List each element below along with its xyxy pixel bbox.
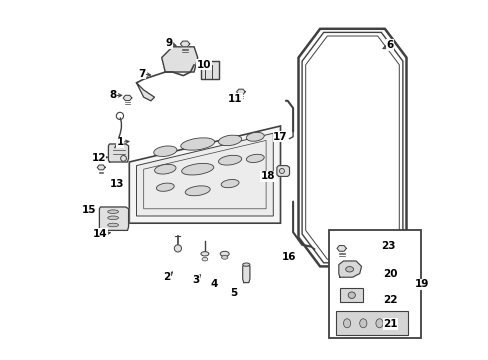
Polygon shape: [180, 41, 189, 47]
Ellipse shape: [185, 186, 210, 196]
Ellipse shape: [107, 216, 118, 220]
Ellipse shape: [153, 146, 177, 157]
Text: 5: 5: [230, 288, 237, 298]
Text: 4: 4: [210, 279, 217, 289]
Text: 22: 22: [382, 294, 397, 305]
Polygon shape: [97, 165, 105, 170]
Ellipse shape: [221, 180, 239, 188]
Polygon shape: [136, 83, 154, 101]
Polygon shape: [338, 261, 361, 277]
Polygon shape: [242, 265, 249, 283]
Ellipse shape: [221, 256, 227, 259]
Polygon shape: [123, 95, 132, 100]
Ellipse shape: [218, 135, 241, 146]
Polygon shape: [336, 246, 346, 251]
Ellipse shape: [154, 164, 176, 174]
Ellipse shape: [202, 257, 207, 261]
PathPatch shape: [129, 126, 280, 223]
Ellipse shape: [375, 319, 382, 328]
Circle shape: [279, 168, 284, 174]
Ellipse shape: [347, 292, 355, 298]
Bar: [328, 230, 420, 338]
Text: 13: 13: [109, 179, 123, 189]
Ellipse shape: [201, 252, 208, 256]
Ellipse shape: [107, 210, 118, 213]
Bar: [336, 311, 407, 335]
Polygon shape: [162, 47, 197, 72]
Text: 19: 19: [414, 279, 428, 289]
Text: 2: 2: [163, 272, 170, 282]
Ellipse shape: [181, 138, 214, 150]
Text: 14: 14: [93, 229, 107, 239]
Text: 6: 6: [386, 40, 393, 50]
Polygon shape: [236, 89, 244, 94]
Text: 15: 15: [81, 204, 96, 215]
Text: 3: 3: [192, 275, 199, 285]
Text: 12: 12: [91, 153, 106, 163]
Circle shape: [174, 245, 181, 252]
Ellipse shape: [359, 319, 366, 328]
Text: 21: 21: [382, 319, 397, 329]
Text: 16: 16: [282, 252, 296, 262]
Text: 11: 11: [228, 94, 242, 104]
Ellipse shape: [156, 183, 174, 191]
Ellipse shape: [246, 154, 264, 162]
Polygon shape: [99, 207, 128, 230]
Text: 20: 20: [382, 269, 397, 279]
Ellipse shape: [246, 132, 264, 141]
Text: 10: 10: [197, 60, 211, 70]
Text: 23: 23: [381, 240, 395, 251]
Polygon shape: [201, 61, 219, 79]
Ellipse shape: [242, 263, 249, 266]
Text: 7: 7: [138, 69, 145, 79]
Circle shape: [121, 156, 126, 161]
Ellipse shape: [343, 319, 350, 328]
Text: 8: 8: [109, 90, 117, 100]
Ellipse shape: [107, 223, 118, 227]
Text: 18: 18: [260, 171, 275, 181]
Text: 17: 17: [273, 132, 287, 142]
Ellipse shape: [345, 266, 353, 272]
Text: 1: 1: [117, 137, 123, 147]
Polygon shape: [108, 144, 128, 162]
Ellipse shape: [220, 251, 229, 256]
Text: 9: 9: [165, 38, 172, 48]
PathPatch shape: [136, 133, 273, 216]
Ellipse shape: [181, 163, 213, 175]
Ellipse shape: [218, 155, 241, 165]
Bar: [339, 288, 363, 302]
Polygon shape: [276, 166, 289, 176]
